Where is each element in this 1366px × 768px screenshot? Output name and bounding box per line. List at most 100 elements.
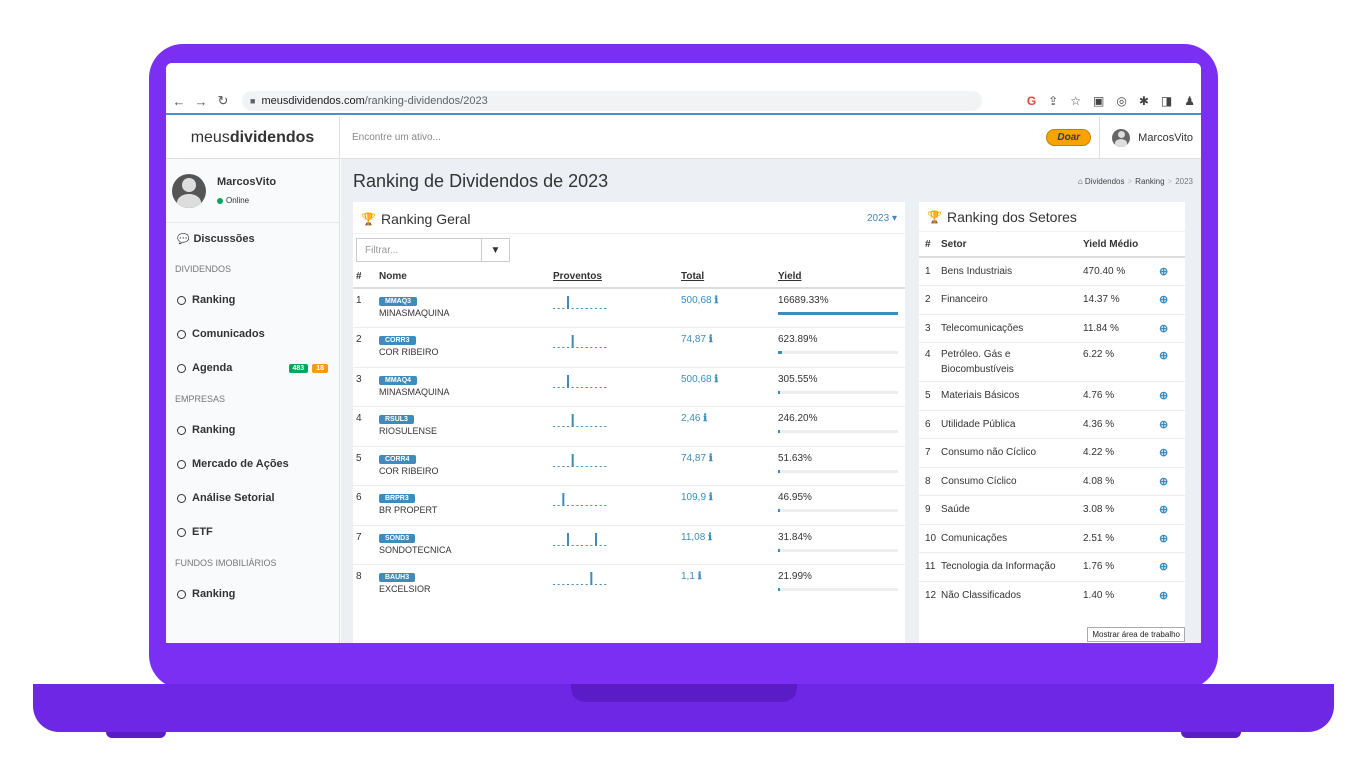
google-icon[interactable]: G [1026,94,1037,108]
info-icon[interactable]: ℹ [703,413,708,424]
extension-icon[interactable]: ▣ [1093,94,1105,108]
table-row[interactable]: 8 Consumo Cíclico 4.08 % ⊕ [919,466,1185,496]
zoom-icon[interactable]: ⊕ [1159,561,1169,574]
sidebar-item-discussoes[interactable]: 💬 Discussões [166,223,339,255]
total-cell[interactable]: 109,9 ℹ [681,485,778,525]
table-row[interactable]: 4 RSUL3 RIOSULENSE 2,46 ℹ 246.20% [353,406,905,446]
zoom-icon[interactable]: ⊕ [1159,322,1169,335]
extension-icons: G ⇪ ☆ ▣ ◎ ✱ ◨ ♟ [1027,94,1195,108]
ticker-badge[interactable]: BRPR3 [379,494,415,503]
total-cell[interactable]: 74,87 ℹ [681,445,778,486]
table-row[interactable]: 11 Tecnologia da Informação 1.76 % ⊕ [919,552,1185,581]
circle-extension-icon[interactable]: ◎ [1116,94,1127,108]
table-row[interactable]: 1 MMAQ3 MINASMAQUINA 500,68 ℹ 16689.33% [353,287,905,328]
info-icon[interactable]: ℹ [708,334,713,345]
total-cell[interactable]: 11,08 ℹ [681,524,778,565]
zoom-icon[interactable]: ⊕ [1159,418,1169,431]
sidebar-item-ranking-dividendos[interactable]: Ranking [166,283,339,317]
zoom-icon[interactable]: ⊕ [1159,504,1169,517]
sidebar-item-etf[interactable]: ETF [166,515,339,549]
user-menu[interactable]: MarcosVito [1099,116,1201,159]
info-icon[interactable]: ℹ [714,295,719,306]
total-cell[interactable]: 1,1 ℹ [681,564,778,604]
zoom-icon[interactable]: ⊕ [1159,390,1169,403]
table-row[interactable]: 6 BRPR3 BR PROPERT 109,9 ℹ 46.95% [353,485,905,525]
total-cell[interactable]: 74,87 ℹ [681,327,778,367]
laptop-foot-left [106,732,166,738]
yield-value: 16689.33% [778,295,829,306]
zoom-icon[interactable]: ⊕ [1159,475,1169,488]
sidebar-item-analise-setorial[interactable]: Análise Setorial [166,481,339,515]
table-row[interactable]: 1 Bens Industriais 470.40 % ⊕ [919,256,1185,286]
zoom-icon[interactable]: ⊕ [1159,447,1169,460]
sidebar-toggle-icon[interactable]: ◨ [1160,94,1173,108]
info-icon[interactable]: ℹ [714,373,719,385]
sidebar-item-agenda[interactable]: Agenda 483 18 [166,351,339,385]
sidebar-item-mercado-acoes[interactable]: Mercado de Ações [166,447,339,481]
ticker-badge[interactable]: MMAQ4 [379,375,418,385]
breadcrumb-ranking[interactable]: Ranking [1135,177,1165,186]
info-icon[interactable]: ℹ [708,531,712,543]
table-row[interactable]: 2 CORR3 COR RIBEIRO 74,87 ℹ 623.89% [353,327,905,367]
year-dropdown[interactable]: 2023 ▾ [866,213,897,224]
table-row[interactable]: 7 SOND3 SONDOTECNICA 11,08 ℹ 31.84% [353,524,905,565]
zoom-icon[interactable]: ⊕ [1159,266,1169,278]
star-icon[interactable]: ☆ [1070,94,1081,108]
info-icon[interactable]: ℹ [708,452,713,464]
table-row[interactable]: 5 Materiais Básicos 4.76 % ⊕ [919,381,1185,410]
browser-toolbar: ← → ↻ ■ meusdividendos.com/ranking-divid… [166,89,1201,115]
zoom-icon[interactable]: ⊕ [1159,590,1169,602]
logo[interactable]: meus dividendos [166,117,340,159]
rank-cell: 1 [919,256,941,286]
zoom-icon[interactable]: ⊕ [1159,532,1169,545]
ticker-badge[interactable]: SOND3 [379,533,416,543]
col-total[interactable]: Total [681,266,778,289]
sidebar-item-label: Comunicados [192,328,265,340]
sidebar-item-ranking-fundos[interactable]: Ranking [166,577,339,611]
col-nome[interactable]: Nome [379,266,553,289]
zoom-icon[interactable]: ⊕ [1159,294,1169,307]
total-cell[interactable]: 2,46 ℹ [681,406,778,446]
ticker-badge[interactable]: BAUH3 [379,573,416,582]
table-row[interactable]: 3 Telecomunicações 11.84 % ⊕ [919,313,1185,343]
back-arrow-icon[interactable]: ← [172,93,186,109]
proventos-spike [595,532,597,546]
ticker-badge[interactable]: RSUL3 [379,415,414,424]
col-proventos[interactable]: Proventos [553,266,681,289]
col-yield[interactable]: Yield [778,266,905,289]
table-row[interactable]: 12 Não Classificados 1.40 % ⊕ [919,580,1185,610]
zoom-icon[interactable]: ⊕ [1159,350,1169,362]
sidebar-item-label: Ranking [192,588,236,600]
table-row[interactable]: 7 Consumo não Cíclico 4.22 % ⊕ [919,438,1185,467]
table-row[interactable]: 8 BAUH3 EXCELSIOR 1,1 ℹ 21.99% [353,564,905,604]
table-row[interactable]: 6 Utilidade Pública 4.36 % ⊕ [919,409,1185,439]
info-icon[interactable]: ℹ [697,571,702,582]
puzzle-icon[interactable]: ✱ [1138,94,1149,108]
address-bar[interactable]: ■ meusdividendos.com/ranking-dividendos/… [242,91,982,111]
ticker-badge[interactable]: CORR3 [379,336,416,345]
search-input[interactable]: Encontre um ativo... [352,132,441,143]
total-cell[interactable]: 500,68 ℹ [681,287,778,328]
filter-input[interactable]: Filtrar... [356,238,482,262]
reload-icon[interactable]: ↻ [217,93,229,108]
forward-arrow-icon[interactable]: → [194,93,208,109]
table-row[interactable]: 5 CORR4 COR RIBEIRO 74,87 ℹ 51.63% [353,445,905,486]
table-row[interactable]: 3 MMAQ4 MINASMAQUINA 500,68 ℹ 305.55% [353,366,905,407]
info-icon[interactable]: ℹ [708,492,713,503]
proventos-sparkline [553,335,607,348]
table-row[interactable]: 10 Comunicações 2.51 % ⊕ [919,523,1185,553]
yield-cell: 21.99% [778,564,905,604]
sidebar-item-comunicados[interactable]: Comunicados [166,317,339,351]
share-icon[interactable]: ⇪ [1048,94,1059,108]
table-row[interactable]: 9 Saúde 3.08 % ⊕ [919,495,1185,524]
total-cell[interactable]: 500,68 ℹ [681,366,778,407]
ticker-badge[interactable]: CORR4 [379,454,416,464]
table-row[interactable]: 2 Financeiro 14.37 % ⊕ [919,285,1185,314]
ticker-badge[interactable]: MMAQ3 [379,297,418,306]
table-row[interactable]: 4 Petróleo. Gás e Biocombustíveis 6.22 % ⊕ [919,342,1185,382]
filter-icon[interactable]: ▼ [482,238,510,262]
sidebar-item-ranking-empresas[interactable]: Ranking [166,413,339,447]
donate-button[interactable]: Doar [1046,129,1092,146]
breadcrumb-dividendos[interactable]: Dividendos [1084,177,1125,186]
profile-icon[interactable]: ♟ [1184,94,1195,108]
